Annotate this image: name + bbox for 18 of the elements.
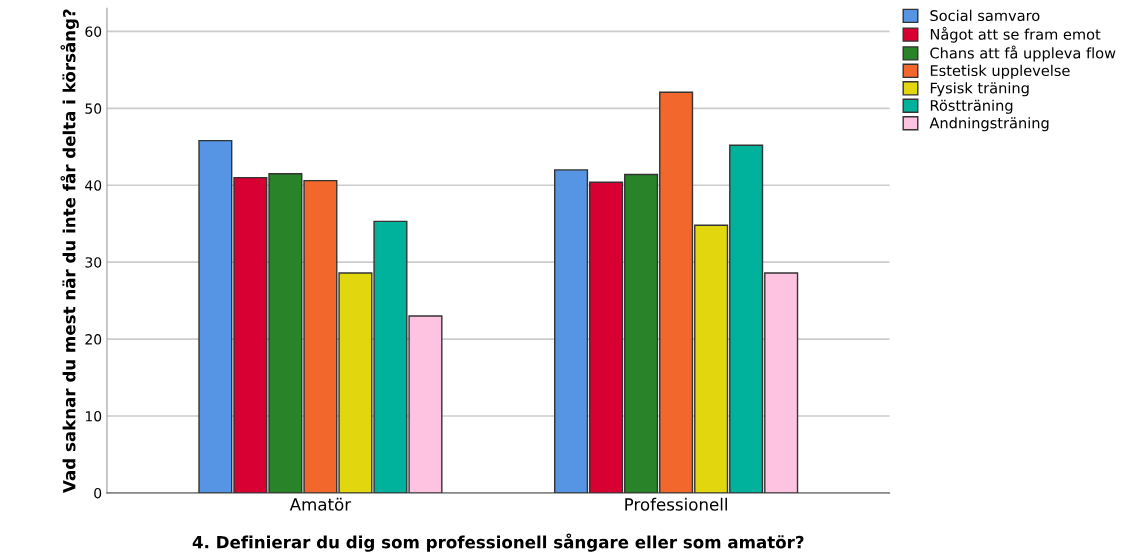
legend-label: Social samvaro — [930, 9, 1040, 22]
legend-label: Fysisk träning — [930, 82, 1029, 97]
x-axis-title: 4. Definierar du dig som professionell sångare eller som amatör? — [192, 533, 804, 552]
legend-label: Röstträning — [930, 99, 1013, 114]
x-tick-label: Professionell — [625, 497, 727, 511]
legend-label: Andningsträning — [929, 117, 1049, 132]
legend-label: Estetisk upplevelse — [930, 64, 1070, 79]
y-tick-label: 0 — [94, 487, 102, 499]
y-tick-label: 20 — [85, 334, 102, 345]
y-tick-label: 10 — [85, 410, 102, 422]
y-tick-label: 50 — [85, 103, 102, 114]
y-axis-title: Vad saknar du mest när du inte får delta i körsång? — [60, 9, 79, 493]
x-tick-label: Amatör — [289, 497, 352, 511]
legend-label: Chans att få uppleva flow — [930, 45, 1116, 62]
y-tick-label: 60 — [85, 26, 102, 37]
legend-label: Något att se fram emot — [930, 26, 1101, 43]
y-tick-label: 40 — [85, 180, 102, 191]
y-tick-label: 30 — [85, 257, 102, 268]
